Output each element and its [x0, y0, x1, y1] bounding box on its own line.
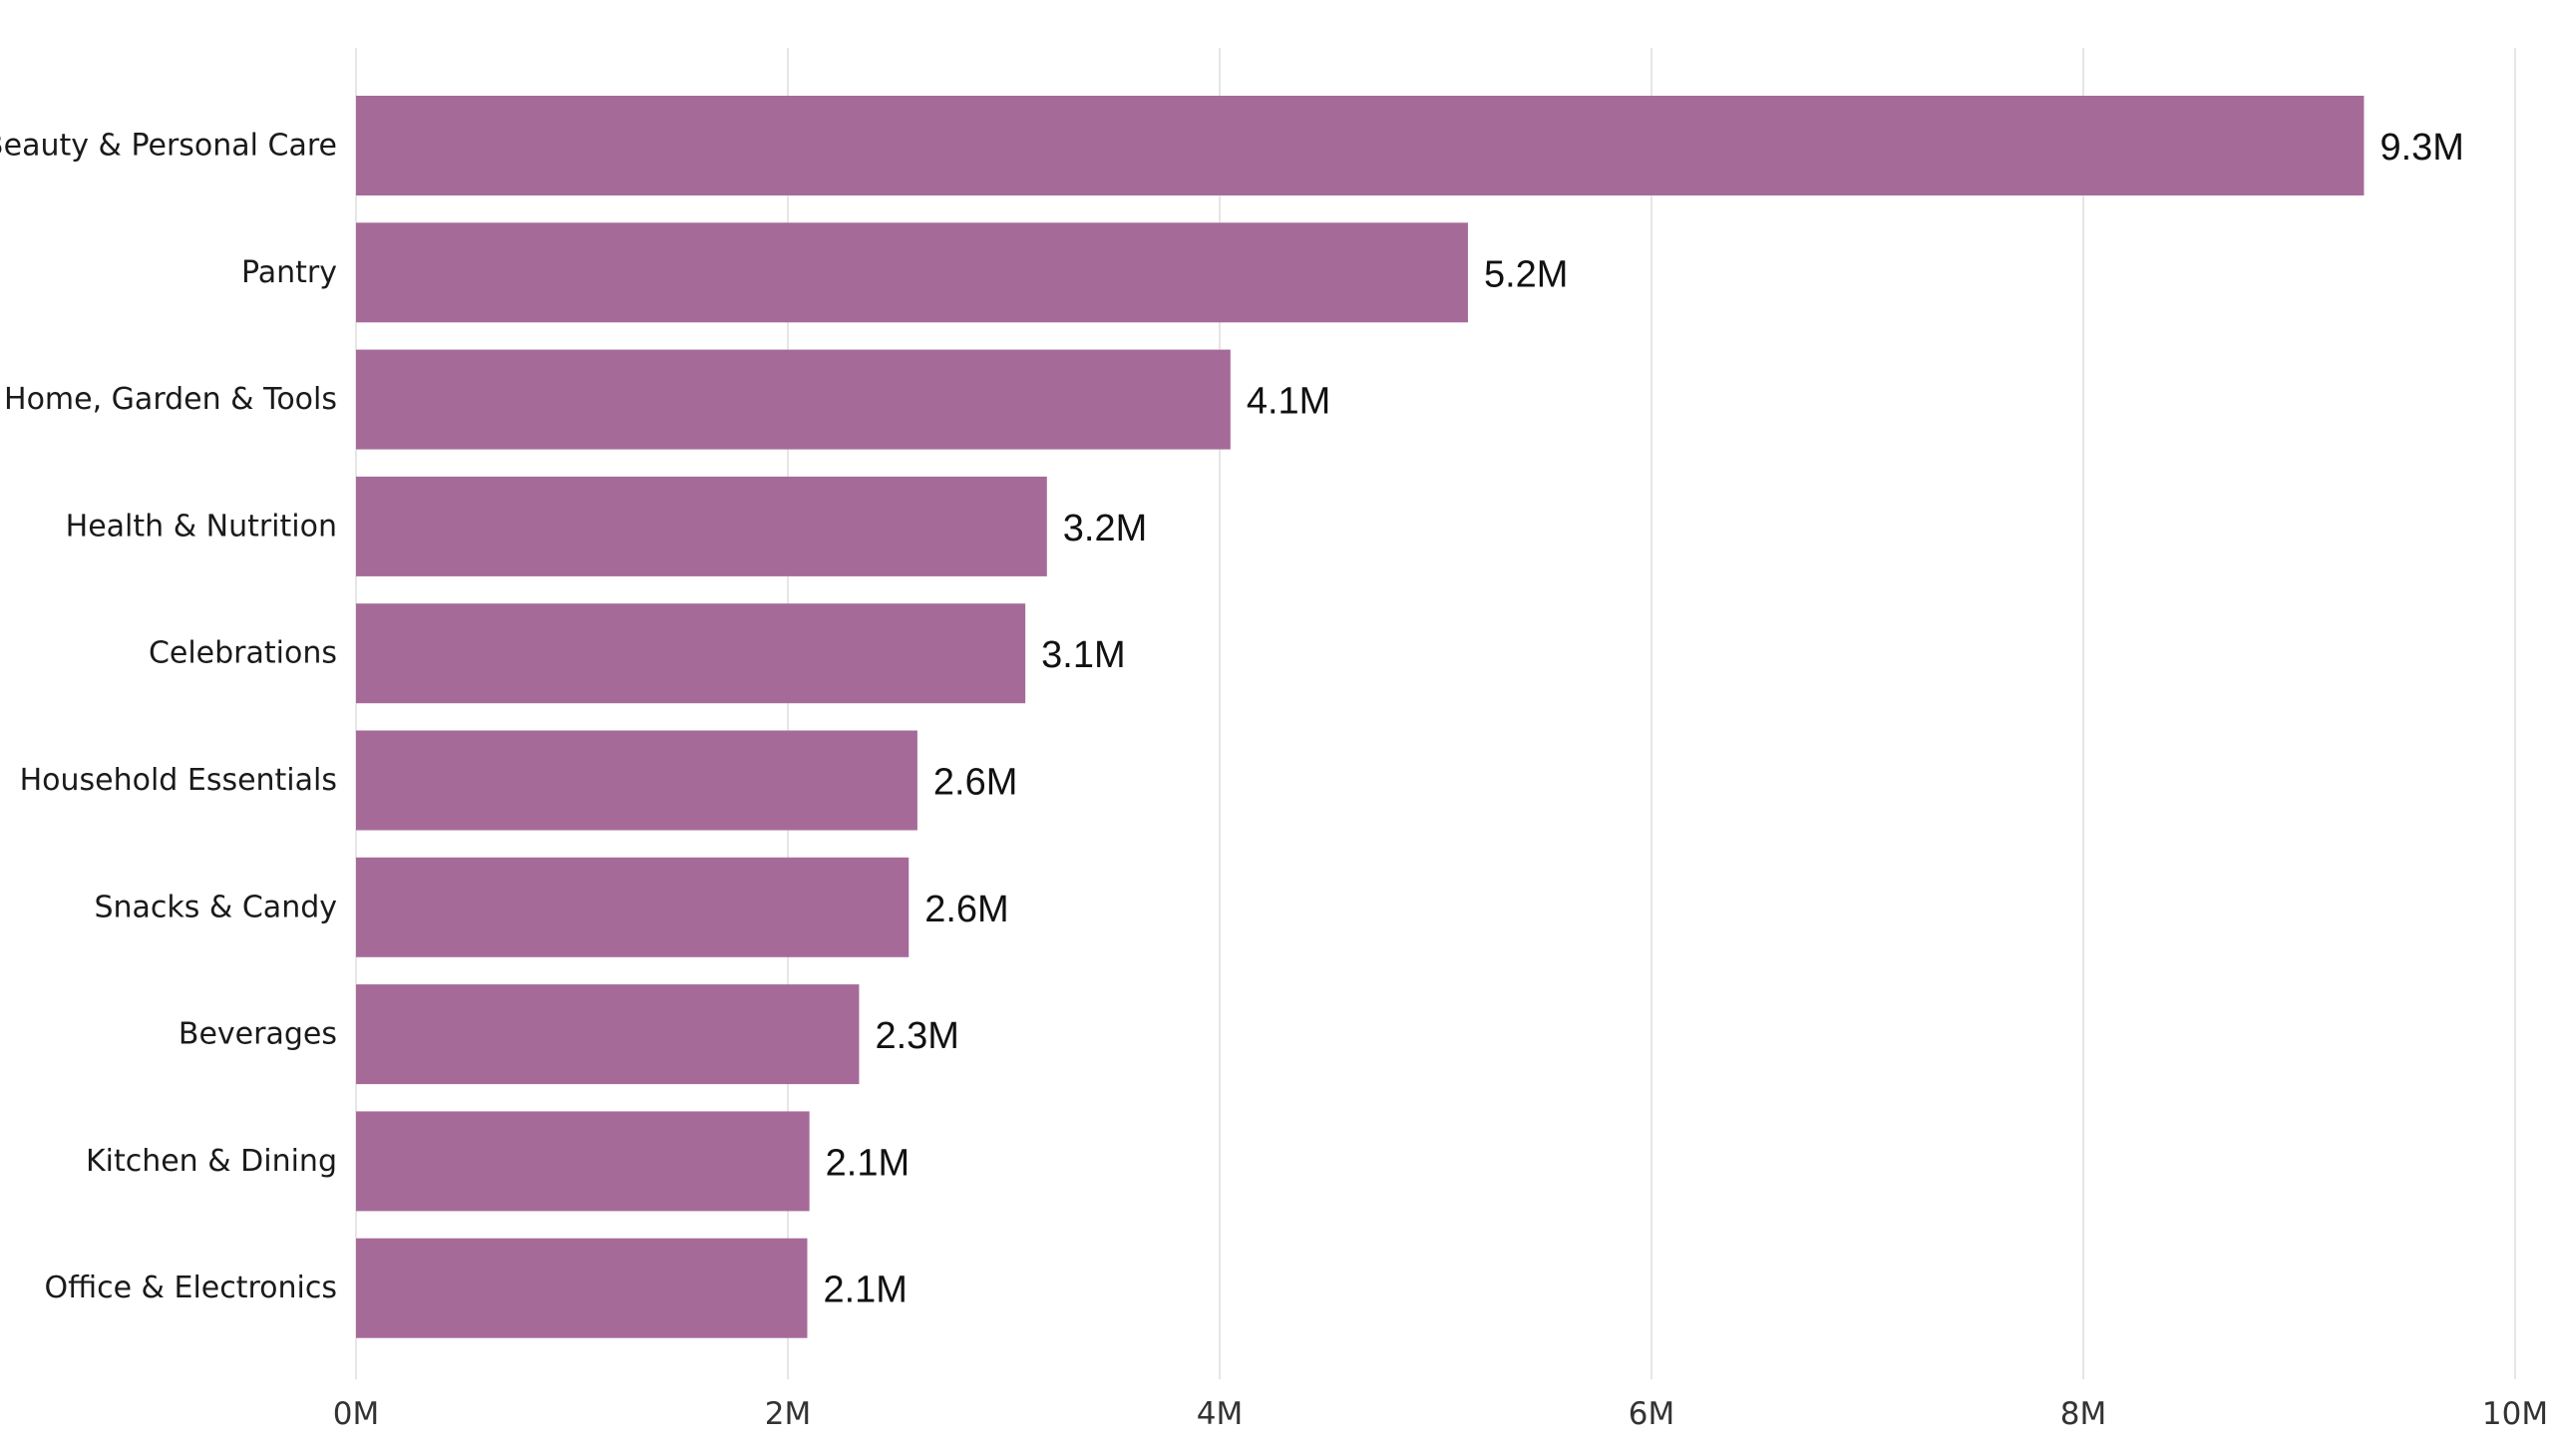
category-label: Home, Garden & Tools — [4, 382, 337, 417]
x-tick-label: 8M — [2060, 1396, 2106, 1432]
category-label: Beauty & Personal Care — [0, 129, 337, 164]
data-labels: 9.3M 5.2M 4.1M 3.2M 3.1M 2.6M 2.6M 2.3M 2.1M 2.1M — [823, 127, 2463, 1311]
bar — [356, 1111, 810, 1212]
category-label: Household Essentials — [20, 763, 337, 798]
x-axis-ticks: 0M 2M 4M 6M 8M 10M — [333, 1396, 2548, 1432]
category-label: Snacks & Candy — [94, 890, 337, 924]
bar — [356, 222, 1468, 323]
category-labels: Beauty & Personal Care Pantry Home, Garden… — [0, 129, 337, 1306]
x-tick-label: 2M — [765, 1396, 811, 1432]
data-label: 2.1M — [826, 1142, 910, 1184]
data-label: 2.3M — [875, 1015, 958, 1057]
category-label: Beverages — [179, 1017, 337, 1052]
bar — [356, 1238, 808, 1338]
bar — [356, 730, 917, 831]
x-tick-label: 10M — [2482, 1396, 2548, 1432]
data-label: 9.3M — [2379, 127, 2463, 169]
bar — [356, 476, 1047, 576]
x-tick-label: 4M — [1197, 1396, 1243, 1432]
category-label: Health & Nutrition — [66, 509, 337, 544]
category-label: Pantry — [241, 255, 337, 290]
data-label: 4.1M — [1247, 381, 1330, 423]
bar — [356, 603, 1026, 704]
x-tick-label: 0M — [333, 1396, 379, 1432]
bar — [356, 349, 1231, 450]
data-label: 5.2M — [1484, 253, 1568, 295]
bars — [356, 96, 2365, 1338]
data-label: 3.2M — [1063, 508, 1147, 549]
category-label: Office & Electronics — [44, 1271, 337, 1305]
data-label: 2.6M — [924, 889, 1008, 930]
bar — [356, 857, 910, 957]
data-label: 3.1M — [1041, 634, 1125, 676]
category-label: Celebrations — [149, 636, 337, 671]
data-label: 2.6M — [933, 762, 1017, 804]
category-label: Kitchen & Dining — [86, 1144, 337, 1179]
x-tick-label: 6M — [1629, 1396, 1674, 1432]
bar — [356, 96, 2365, 195]
bar — [356, 984, 860, 1085]
data-label: 2.1M — [823, 1270, 907, 1311]
